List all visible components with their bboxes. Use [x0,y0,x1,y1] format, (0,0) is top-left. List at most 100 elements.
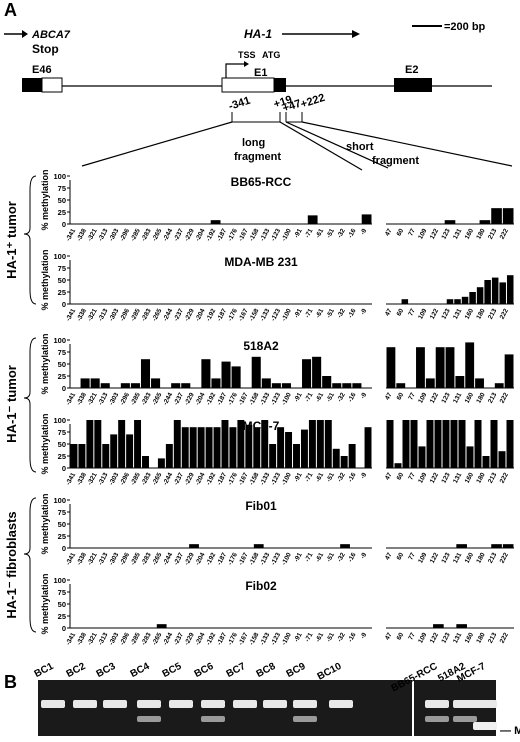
x-tick-long-2-20: -100 [281,391,293,406]
bar-long-3-9 [142,456,149,468]
bar-long-4-11 [189,544,199,548]
bar-short-1-16 [506,275,514,304]
x-tick-long-0-26: -16 [347,227,358,239]
bar-short-5-4 [433,624,444,628]
y-tick-label-4-1: 25 [58,532,66,541]
bar-long-2-18 [251,356,261,388]
y-tick-label-3-1: 25 [58,452,66,461]
group-label-ha1-neg-fibroblasts: HA-1⁻ fibroblasts [4,511,19,618]
y-tick-label-1-2: 50 [58,276,66,285]
x-tick-short-4-3: 109 [417,551,428,564]
bar-short-3-7 [442,420,450,468]
x-tick-long-1-13: -192 [205,307,217,322]
x-tick-long-2-13: -192 [205,391,217,406]
x-tick-short-0-2: 77 [407,227,417,237]
bar-short-2-7 [455,376,465,388]
bar-long-3-15 [189,427,197,468]
group-brackets [23,175,37,633]
x-tick-short-5-2: 77 [407,631,417,641]
x-tick-long-3-27: -9 [359,471,368,480]
y-axis-label-0: % methylation [40,169,50,230]
gel-lane-label-0: BC1 [33,661,56,680]
y-axis-label-3: % methylation [40,413,50,474]
x-tick-long-3-22: -71 [304,471,315,483]
x-tick-long-1-26: -16 [347,307,358,319]
y-axis-label-5: % methylation [40,573,50,634]
x-tick-short-0-3: 109 [417,227,428,240]
x-tick-short-3-1: 60 [396,471,406,481]
bar-short-1-11 [469,292,476,304]
bar-long-3-7 [126,434,134,468]
bar-short-0-9 [491,208,502,224]
x-tick-short-5-10: 222 [499,631,510,644]
x-tick-short-2-10: 222 [499,391,510,404]
bar-long-3-21 [237,420,245,468]
bar-long-2-15 [221,361,231,388]
x-tick-long-5-16: -167 [237,631,249,646]
gel-band-upper-11 [453,700,477,708]
bar-long-4-25 [340,544,350,548]
bar-long-3-1 [78,444,86,468]
gel-band-marker-12 [473,722,497,730]
x-tick-short-4-10: 222 [499,551,510,564]
bar-short-1-12 [476,287,484,304]
x-tick-long-4-16: -167 [237,551,249,566]
x-tick-short-4-5: 123 [440,551,451,564]
x-tick-long-0-13: -192 [205,227,217,242]
gel-band-upper-5 [201,700,225,708]
x-tick-long-2-26: -16 [347,391,358,403]
gel-band-lower-3 [137,716,161,722]
tss-arrow [225,61,249,78]
x-tick-long-2-25: -32 [336,391,347,403]
chart-panel-4: Fib01% methylation 0255075100-341-338-321… [40,493,514,566]
x-tick-long-5-25: -32 [336,631,347,643]
x-tick-long-1-6: -285 [130,307,142,322]
x-tick-short-4-8: 180 [475,551,486,564]
ha1-arrow [282,30,360,38]
bar-long-3-13 [173,420,181,468]
bar-short-1-13 [484,280,491,304]
x-tick-short-4-9: 213 [487,551,498,564]
bar-short-2-6 [445,347,455,388]
x-tick-short-1-9: 213 [487,307,498,320]
x-tick-short-3-7: 160 [464,471,475,484]
x-tick-short-4-7: 160 [464,551,475,564]
x-tick-long-3-23: -61 [315,471,326,483]
y-tick-label-3-4: 100 [53,416,66,425]
x-tick-long-3-24: -51 [325,471,336,483]
x-tick-short-4-4: 122 [429,551,440,564]
exon-e1-utr [221,77,275,93]
x-tick-long-0-9: -244 [162,227,174,242]
bar-long-3-35 [348,444,356,468]
bar-long-3-0 [70,444,78,468]
x-tick-long-4-21: -91 [293,551,304,563]
bar-short-1-15 [499,282,506,304]
x-tick-long-0-6: -285 [130,227,142,242]
y-tick-label-0-4: 100 [53,172,66,181]
bar-long-3-25 [269,444,277,468]
chart-title-1: MDA-MB 231 [224,255,298,269]
gel-lane-label-9: BC10 [316,661,344,683]
x-tick-short-1-3: 109 [417,307,428,320]
x-tick-short-2-4: 122 [429,391,440,404]
x-tick-long-1-9: -244 [162,307,174,322]
bar-short-1-2 [401,299,409,304]
x-tick-long-3-13: -192 [205,471,217,486]
x-tick-long-2-9: -244 [162,391,174,406]
bar-long-3-31 [316,420,324,468]
gene-abca7-label: ABCA7 [31,29,71,41]
x-tick-long-4-23: -61 [315,551,326,563]
x-tick-short-3-0: 47 [384,471,394,481]
bar-long-2-20 [271,383,281,388]
bar-long-3-20 [229,427,237,468]
bar-long-3-18 [213,427,221,468]
bar-long-3-2 [86,420,94,468]
gel-band-upper-1 [73,700,97,708]
x-tick-long-0-25: -32 [336,227,347,239]
gel-band-upper-9 [329,700,353,708]
y-tick-label-1-0: 0 [62,300,66,309]
x-tick-long-5-13: -192 [205,631,217,646]
x-tick-short-1-4: 122 [429,307,440,320]
bar-long-2-26 [332,383,342,388]
